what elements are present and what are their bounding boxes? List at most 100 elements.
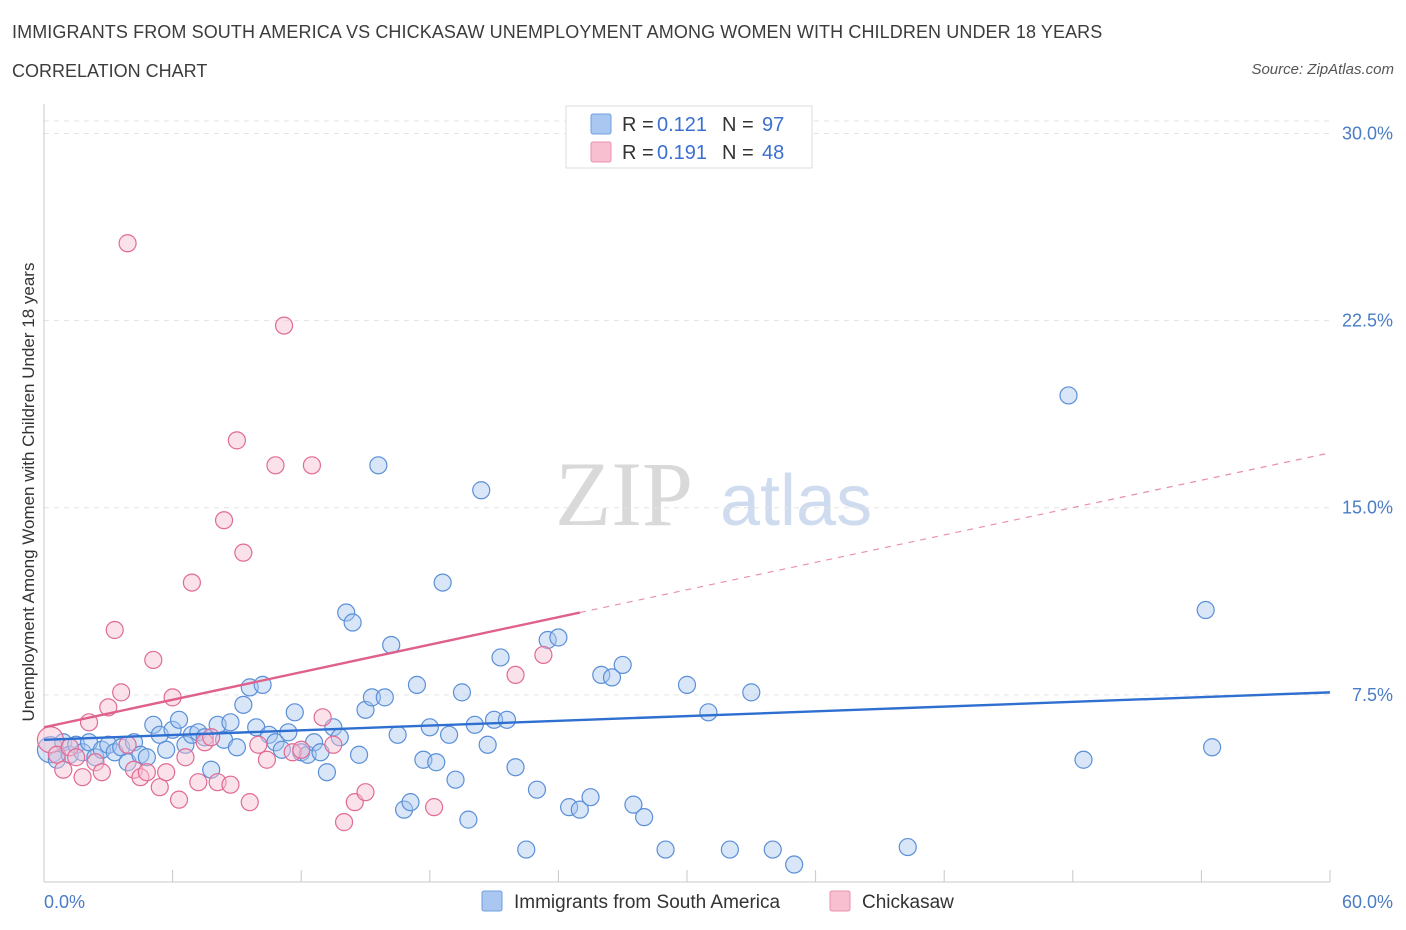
data-point [1074,750,1093,769]
series-immigrants-points [36,386,1222,874]
data-point [202,728,221,747]
data-point [227,431,246,450]
watermark-atlas: atlas [720,461,872,541]
data-point [86,753,105,772]
data-point [677,675,697,694]
data-point [898,837,917,857]
data-point [1196,600,1215,620]
legend: R = 0.121 N = 97 R = 0.191 N = 48 [565,105,813,169]
bottom-legend-label-chickasaw: Chickasaw [862,892,954,913]
data-point [581,788,600,807]
data-point [221,775,240,794]
data-point [285,703,304,722]
data-point [506,758,525,777]
data-point [427,753,446,772]
data-point [274,316,294,335]
trend-line-extension [579,452,1331,614]
data-point [720,840,739,859]
data-point [560,798,579,817]
data-point [602,668,622,687]
data-point [349,745,369,764]
legend-n-value-chickasaw: 48 [762,142,784,164]
data-point [169,790,189,809]
trend-lines [43,452,1331,741]
legend-n-value-immigrants: 97 [762,114,784,136]
data-point [279,723,298,742]
data-point [497,710,517,729]
data-point [257,750,277,769]
data-point [459,810,478,829]
legend-r-value-chickasaw: 0.191 [657,142,707,164]
data-point [67,748,86,767]
data-point [1059,386,1078,405]
x-tick-label-max: 60.0% [1342,892,1393,912]
trend-line [43,691,1331,741]
data-point [302,456,322,475]
data-point [137,763,156,782]
bottom-legend-swatch-immigrants [481,890,503,912]
data-point [221,713,240,732]
data-point [234,695,253,714]
watermark-zip: ZIP [555,443,693,545]
series-chickasaw-points [36,234,553,832]
data-point [334,813,354,832]
data-point [214,511,234,530]
data-point [742,683,761,702]
data-point [472,481,491,500]
data-point [635,808,654,827]
data-point [189,773,208,792]
data-point [534,645,553,665]
data-point [182,573,201,592]
data-point [424,798,444,817]
data-point [388,725,407,744]
y-axis-label: Unemployment Among Women with Children U… [19,263,38,722]
data-point [118,234,137,253]
data-point [292,740,311,759]
data-point [527,780,547,799]
data-point [234,543,253,562]
legend-swatch-immigrants [590,113,612,135]
data-point [570,800,589,819]
data-point [401,793,420,812]
trend-line [43,611,581,729]
data-point [313,708,332,727]
data-point [54,760,73,779]
data-point [362,688,382,707]
data-point [157,740,176,759]
data-point [92,763,111,782]
data-point [317,763,337,782]
data-point [137,748,156,767]
data-point [491,648,510,667]
legend-swatch-chickasaw [590,141,612,163]
data-point [240,793,259,812]
data-point [272,740,292,759]
legend-n-label-chickasaw: N = [722,142,754,164]
data-point [343,613,362,632]
y-tick-label: 30.0% [1342,123,1393,143]
chart-title: IMMIGRANTS FROM SOUTH AMERICA VS CHICKAS… [12,22,1103,42]
data-point [506,665,525,685]
data-point [356,783,375,802]
data-point [394,800,414,819]
data-point [150,778,169,797]
data-point [549,628,568,647]
data-point [157,763,176,782]
data-point [337,603,356,622]
data-point [699,703,718,722]
y-tick-label: 7.5% [1352,685,1393,705]
data-point [439,725,459,744]
x-ticks [43,870,1331,882]
data-point [452,683,472,702]
data-point [73,768,92,787]
y-tick-label: 15.0% [1342,498,1393,518]
chart-subtitle: CORRELATION CHART [12,61,208,81]
y-tick-labels: 7.5% 15.0% 22.5% 30.0% [1342,123,1393,704]
data-point [375,688,394,707]
data-point [324,735,343,754]
bottom-legend: Immigrants from South America Chickasaw [481,890,954,913]
data-point [592,665,611,685]
data-point [369,456,388,475]
bottom-legend-swatch-chickasaw [829,890,851,912]
data-point [433,573,452,592]
